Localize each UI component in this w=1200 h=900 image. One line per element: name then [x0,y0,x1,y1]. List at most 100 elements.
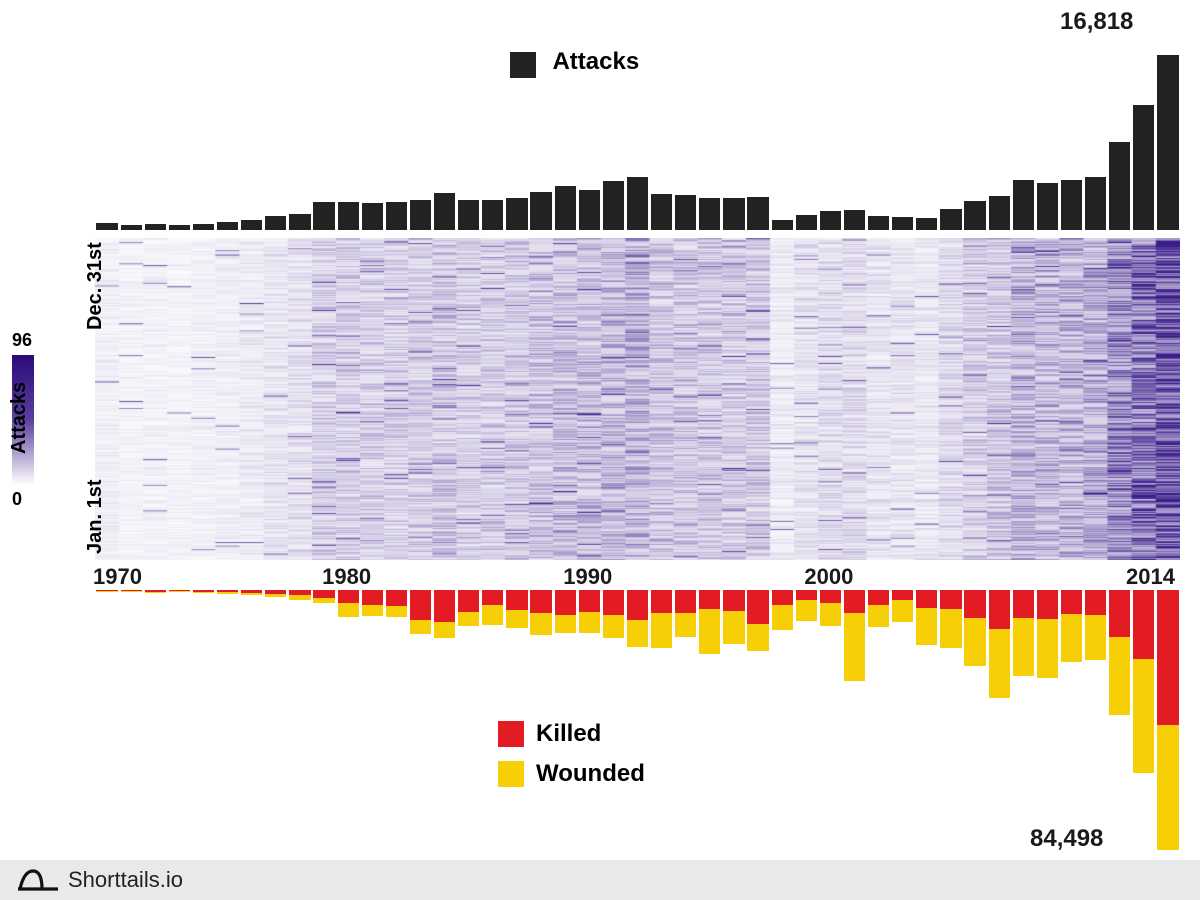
killed-bar [989,590,1010,629]
attacks-bar [241,220,262,230]
killed-bar [579,590,600,612]
killed-bar [458,590,479,612]
wounded-bar [772,605,793,630]
attacks-bar [506,198,527,230]
attacks-bar [265,216,286,230]
killed-bar [1061,590,1082,614]
wounded-bar [1157,725,1178,850]
wounded-bar [1085,615,1106,660]
attacks-bar [989,196,1010,230]
logo-icon [18,867,58,893]
killed-bar [892,590,913,600]
attacks-bar [386,202,407,230]
attacks-bar [699,198,720,230]
wounded-bar [796,600,817,621]
killed-bar [844,590,865,613]
killed-bar [964,590,985,618]
killed-bar [1133,590,1154,659]
legend-swatch [498,721,524,747]
killed-bar [386,590,407,606]
attacks-bar [723,198,744,230]
wounded-bar [313,598,334,603]
wounded-bar [410,620,431,634]
wounded-bar [603,615,624,638]
attacks-bar [747,197,768,230]
x-axis-tick: 1990 [563,564,612,590]
killed-bar [796,590,817,600]
x-axis-tick: 1980 [322,564,371,590]
wounded-bar [892,600,913,622]
wounded-bar [434,622,455,638]
attacks-bar [916,218,937,230]
wounded-bar [940,609,961,648]
attacks-bar [1061,180,1082,230]
wounded-bar [844,613,865,681]
attacks-bar [844,210,865,230]
killed-bar [338,590,359,603]
wounded-bar [627,620,648,647]
legend-casualties: Killed Wounded [498,720,645,788]
attacks-bar [530,192,551,231]
attacks-bar [1085,177,1106,230]
wounded-bar [121,591,142,592]
killed-bar [772,590,793,605]
killed-bar [868,590,889,605]
wounded-bar [868,605,889,627]
chart-stage: Attacks 16,818 Dec. 31st Jan. 1st 96 0 A… [0,0,1200,900]
wounded-bar [1109,637,1130,715]
wounded-bar [579,612,600,633]
heatmap-attacks-per-day [95,238,1180,560]
killed-bar [916,590,937,608]
killed-bar [627,590,648,620]
wounded-bar [555,615,576,633]
wounded-bar [964,618,985,666]
attacks-bar [362,203,383,230]
colorscale-min-label: 0 [12,489,34,510]
annotation-top-max: 16,818 [1060,8,1133,36]
attacks-bar [1133,105,1154,230]
legend-label: Killed [536,720,601,748]
wounded-bar [989,629,1010,697]
attacks-bar [410,200,431,230]
footer-text: Shorttails.io [68,867,183,893]
killed-bar [362,590,383,605]
attacks-bar [217,222,238,230]
wounded-bar [1061,614,1082,662]
wounded-bar [169,591,190,592]
killed-bar [1085,590,1106,615]
killed-bar [1157,590,1178,725]
x-axis-tick: 2014 [1126,564,1175,590]
wounded-bar [651,613,672,648]
attacks-bar [868,216,889,230]
killed-bar [313,590,334,598]
attacks-bar [940,209,961,230]
killed-bar [603,590,624,615]
attacks-bar [603,181,624,230]
killed-bar [651,590,672,613]
attacks-bar [579,190,600,230]
wounded-bar [723,611,744,644]
attacks-bar [145,224,166,230]
wounded-bar [265,594,286,597]
attacks-bar [338,202,359,230]
attacks-bar [434,193,455,230]
legend-row: Killed [498,720,645,748]
attacks-bar [1013,180,1034,230]
footer-attribution: Shorttails.io [0,860,1200,900]
killed-bar [482,590,503,605]
wounded-bar [675,613,696,637]
killed-bar [747,590,768,624]
killed-bar [820,590,841,603]
wounded-bar [241,593,262,595]
wounded-bar [217,592,238,594]
wounded-bar [145,592,166,593]
wounded-bar [1133,659,1154,773]
heatmap-colorscale: 96 0 Attacks [12,330,34,510]
x-axis-tick: 1970 [93,564,142,590]
attacks-bar [169,225,190,230]
wounded-bar [699,609,720,654]
legend-swatch [498,761,524,787]
bar-chart-attacks [95,55,1180,230]
attacks-bar [289,214,310,230]
legend-label: Wounded [536,760,645,788]
